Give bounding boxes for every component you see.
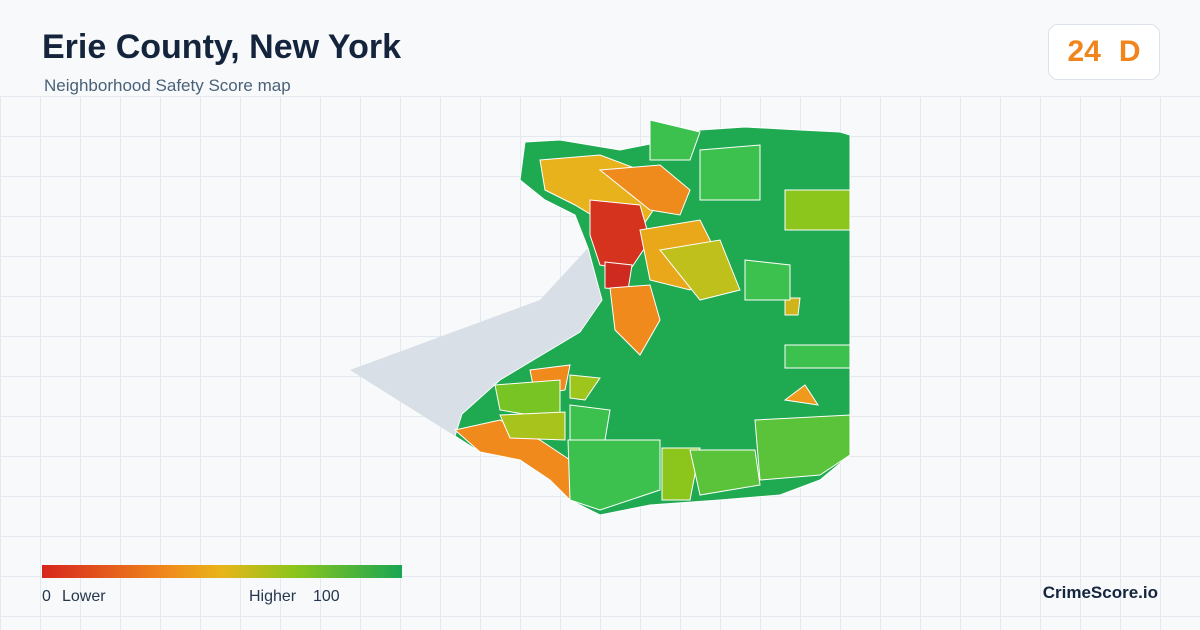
neighborhoods — [453, 119, 851, 511]
region — [754, 414, 851, 481]
region — [784, 297, 801, 316]
region — [649, 119, 701, 161]
region — [744, 259, 791, 301]
region — [569, 404, 611, 441]
score-grade: D — [1118, 35, 1141, 68]
lake — [350, 248, 602, 436]
legend-gradient — [42, 565, 402, 578]
legend-min: 0 — [42, 588, 51, 605]
region — [567, 439, 661, 511]
region — [598, 164, 691, 216]
region — [569, 374, 601, 401]
score-value: 24 — [1067, 35, 1101, 68]
legend-high-label: Higher — [249, 588, 297, 605]
brand: CrimeScore.io — [1042, 583, 1158, 602]
region — [689, 449, 761, 496]
region — [499, 411, 566, 441]
score-badge: 24 D — [1048, 24, 1160, 80]
region — [783, 384, 820, 406]
region — [699, 144, 761, 201]
region — [784, 344, 851, 369]
region — [659, 239, 741, 301]
legend-low-label: Lower — [62, 588, 106, 605]
region — [604, 261, 633, 291]
region — [661, 447, 701, 501]
legend-max: 100 — [313, 588, 340, 605]
title: Erie County, New York — [42, 28, 401, 66]
subtitle: Neighborhood Safety Score map — [44, 76, 291, 95]
region — [784, 189, 851, 231]
region — [609, 284, 661, 356]
